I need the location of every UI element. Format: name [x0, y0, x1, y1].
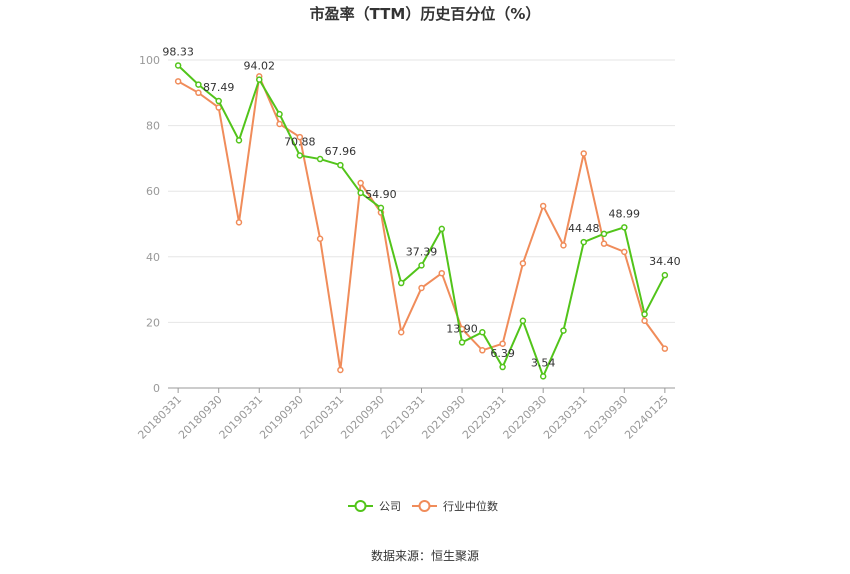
chart-title: 市盈率（TTM）历史百分位（%）	[310, 5, 541, 23]
data-point-industry-median[interactable]	[195, 89, 202, 97]
data-point-industry-median[interactable]	[580, 150, 587, 157]
data-point-industry-median[interactable]	[438, 269, 446, 277]
data-point-company[interactable]	[499, 363, 506, 371]
data-point-industry-median[interactable]	[499, 340, 506, 347]
data-point-company[interactable]	[296, 152, 304, 159]
data-point-industry-median[interactable]	[316, 235, 324, 243]
data-label: 37.39	[406, 245, 438, 258]
data-point-industry-median[interactable]	[337, 366, 344, 374]
data-point-industry-median[interactable]	[641, 317, 648, 325]
data-point-company[interactable]	[560, 327, 567, 334]
data-label: 48.99	[609, 207, 641, 220]
y-tick-label: 60	[146, 185, 160, 198]
data-point-industry-median[interactable]	[621, 248, 628, 256]
data-point-industry-median[interactable]	[600, 240, 608, 247]
data-point-industry-median[interactable]	[479, 347, 486, 354]
y-tick-label: 100	[139, 54, 160, 67]
data-point-industry-median[interactable]	[661, 345, 669, 352]
y-axis: 0 20 40 60 80 100	[139, 54, 160, 395]
data-point-company[interactable]	[337, 161, 344, 169]
data-point-company[interactable]	[621, 224, 628, 231]
y-tick-label: 20	[146, 316, 160, 329]
data-point-industry-median[interactable]	[418, 284, 425, 292]
data-point-industry-median[interactable]	[174, 78, 182, 85]
y-tick-label: 80	[146, 120, 160, 133]
legend-marker	[418, 500, 431, 512]
data-point-company[interactable]	[235, 137, 243, 144]
data-label: 34.40	[649, 255, 681, 268]
data-point-company[interactable]	[195, 81, 202, 88]
data-point-company[interactable]	[316, 155, 324, 163]
legend-item-company[interactable]: 公司	[348, 500, 401, 513]
legend-item-industry-median[interactable]: 行业中位数	[412, 499, 498, 513]
data-point-company[interactable]	[580, 238, 587, 246]
data-point-company[interactable]	[641, 310, 648, 318]
data-label: 70.88	[284, 136, 316, 149]
data-point-company[interactable]	[539, 373, 547, 380]
data-point-industry-median[interactable]	[519, 260, 527, 267]
data-point-company[interactable]	[458, 339, 466, 346]
data-label: 87.49	[203, 81, 235, 94]
y-tick-label: 40	[146, 251, 160, 264]
data-point-industry-median[interactable]	[276, 120, 283, 128]
data-point-company[interactable]	[661, 271, 669, 279]
data-label: 98.33	[162, 45, 194, 58]
y-tick-label: 0	[153, 382, 160, 395]
data-label: 3.54	[531, 356, 556, 369]
data-labels: 98.33 87.49 94.02 70.88 67.96 54.90 37.39 13.90…	[162, 45, 680, 369]
series-line-company	[177, 64, 666, 380]
x-tick-label: 20240125	[622, 393, 671, 442]
data-point-company[interactable]	[215, 97, 222, 105]
data-point-company[interactable]	[418, 262, 425, 269]
data-point-industry-median[interactable]	[235, 219, 243, 226]
legend-marker	[354, 500, 367, 512]
data-label: 67.96	[325, 145, 357, 158]
data-label: 54.90	[365, 188, 397, 201]
data-point-industry-median[interactable]	[296, 133, 304, 141]
data-point-industry-median[interactable]	[397, 328, 405, 336]
data-point-company[interactable]	[438, 225, 446, 233]
data-point-company[interactable]	[256, 76, 263, 83]
data-point-company[interactable]	[174, 62, 182, 69]
data-point-industry-median[interactable]	[560, 242, 567, 249]
data-label: 6.39	[490, 347, 515, 360]
data-point-industry-median[interactable]	[357, 179, 364, 187]
data-point-company[interactable]	[479, 328, 486, 336]
x-axis: 2018033120180930201903312019093020200331…	[135, 387, 675, 442]
data-point-company[interactable]	[276, 110, 283, 118]
data-point-company[interactable]	[377, 204, 385, 212]
legend[interactable]: 公司 行业中位数	[348, 499, 498, 513]
source-note: 数据来源：恒生聚源	[371, 548, 479, 563]
legend-label: 公司	[379, 500, 401, 513]
data-point-company[interactable]	[397, 279, 405, 287]
data-label: 94.02	[244, 60, 276, 73]
data-point-industry-median[interactable]	[539, 202, 547, 210]
data-point-company[interactable]	[357, 189, 364, 197]
series-lines	[174, 62, 669, 380]
data-point-company[interactable]	[519, 317, 527, 325]
data-label: 44.48	[568, 222, 600, 235]
data-label: 13.90	[446, 322, 478, 335]
legend-label: 行业中位数	[443, 499, 498, 513]
data-point-company[interactable]	[600, 230, 608, 238]
